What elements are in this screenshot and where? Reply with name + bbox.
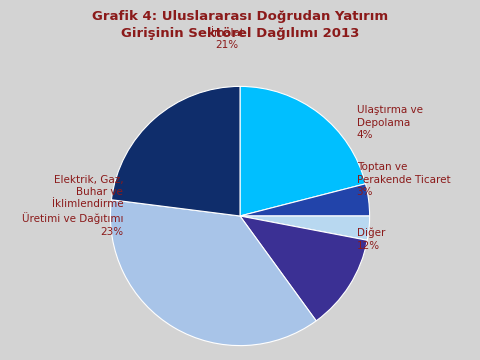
Text: Elektrik, Gaz,
Buhar ve
İklimlendirme
Üretimi ve Dağıtımı
23%: Elektrik, Gaz, Buhar ve İklimlendirme Ür… — [22, 175, 123, 237]
Wedge shape — [240, 184, 370, 216]
Text: Ulaştırma ve
Depolama
4%: Ulaştırma ve Depolama 4% — [357, 105, 422, 140]
Wedge shape — [110, 200, 316, 346]
Wedge shape — [240, 216, 370, 240]
Text: Diğer
12%: Diğer 12% — [357, 228, 385, 251]
Wedge shape — [111, 86, 240, 216]
Text: İmalat
21%: İmalat 21% — [211, 28, 243, 50]
Wedge shape — [240, 216, 367, 321]
Text: Toptan ve
Perakende Ticaret
3%: Toptan ve Perakende Ticaret 3% — [357, 162, 450, 197]
Wedge shape — [240, 86, 366, 216]
Title: Grafik 4: Uluslararası Doğrudan Yatırım
Girişinin Sektörel Dağılımı 2013: Grafik 4: Uluslararası Doğrudan Yatırım … — [92, 10, 388, 40]
